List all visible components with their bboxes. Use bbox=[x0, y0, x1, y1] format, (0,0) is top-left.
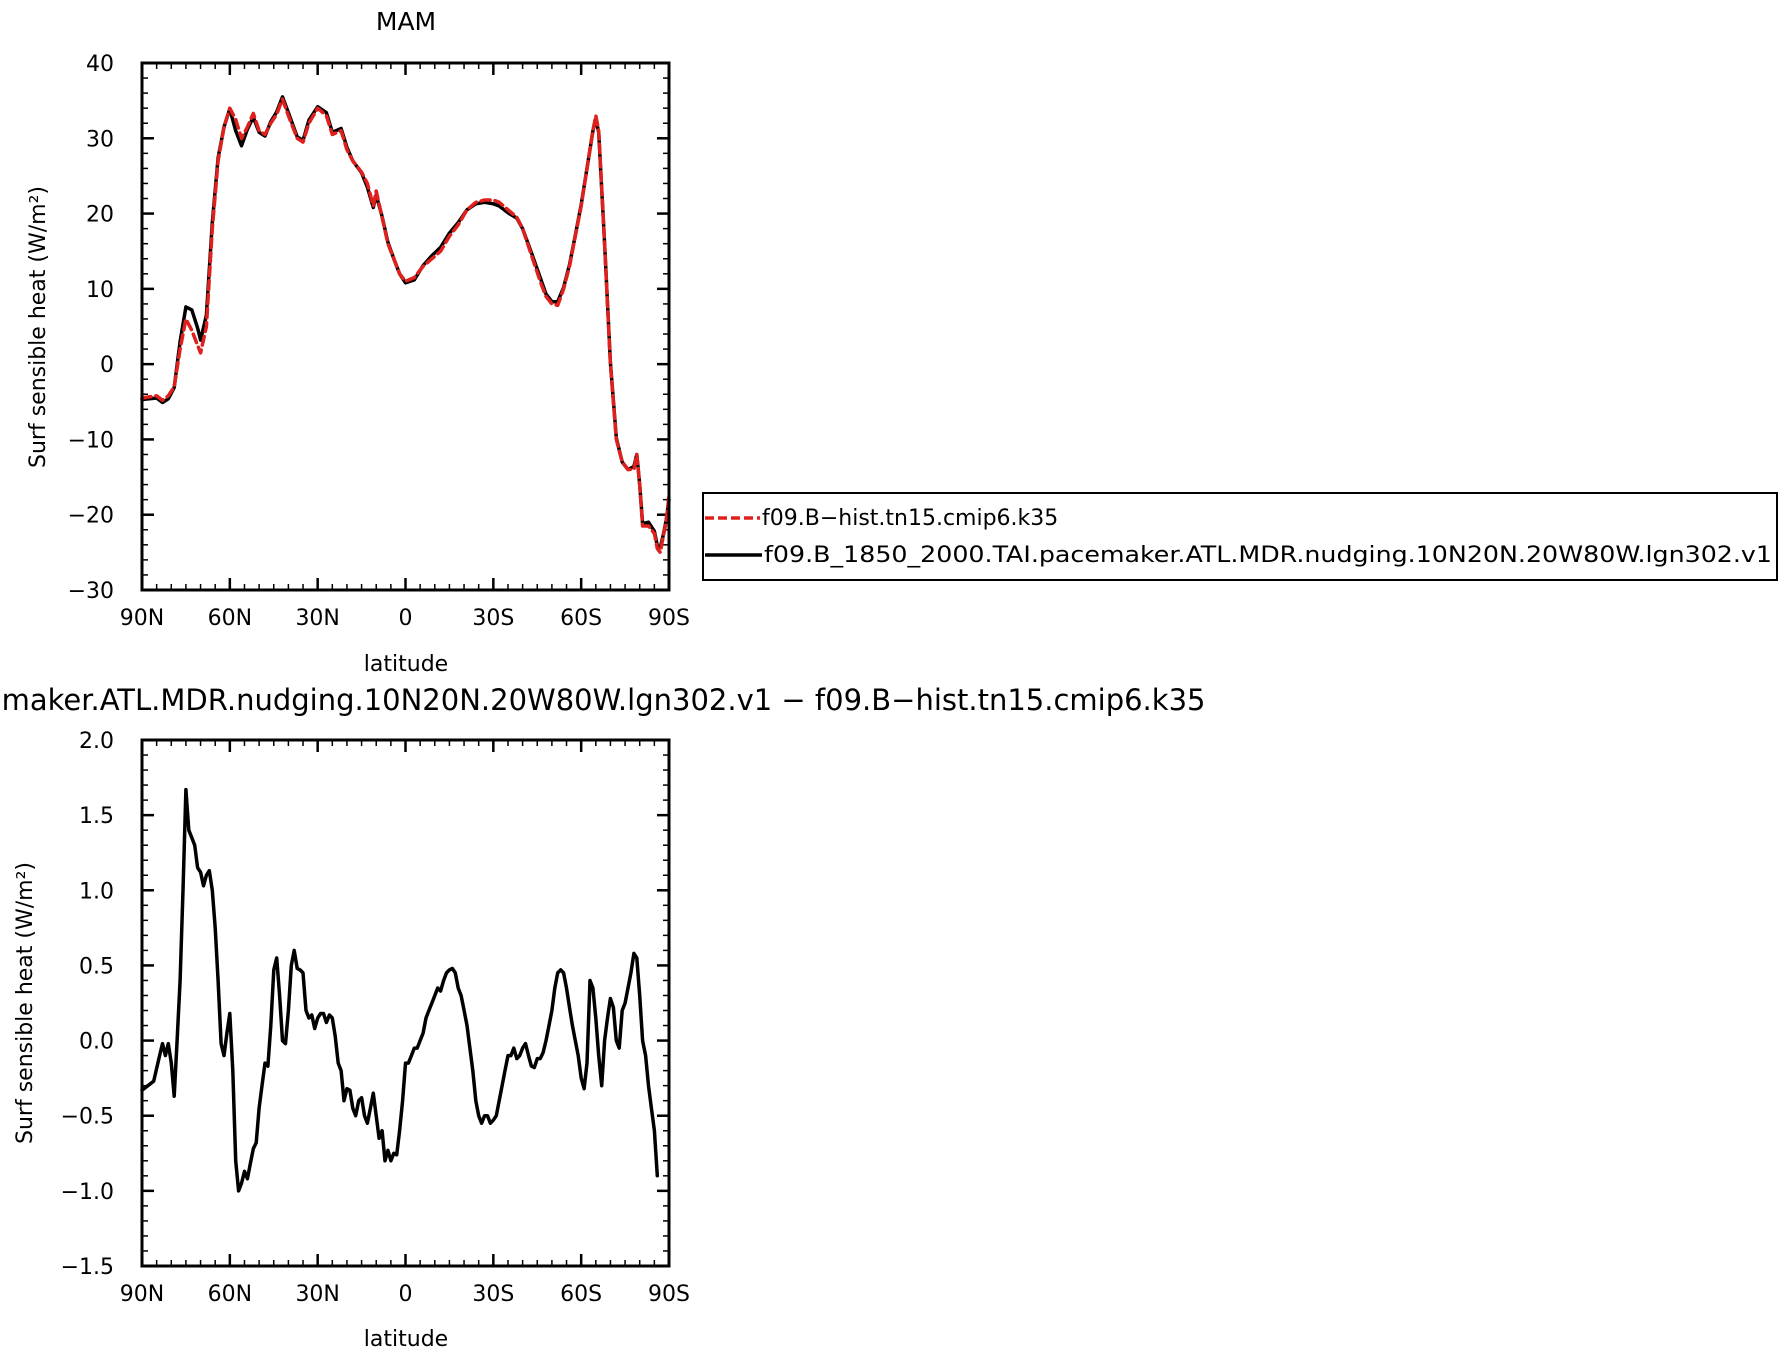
legend-box bbox=[702, 492, 1778, 581]
bottom-y-tick-label: 1.0 bbox=[79, 879, 114, 904]
legend-label-hist: f09.B−hist.tn15.cmip6.k35 bbox=[762, 506, 1058, 531]
top-y-tick-label: 10 bbox=[86, 278, 114, 303]
top-x-axis-label: latitude bbox=[364, 652, 448, 677]
bottom-series-line-0 bbox=[140, 787, 660, 1193]
top-y-tick-label: −30 bbox=[68, 579, 114, 604]
top-x-tick-label: 30N bbox=[295, 606, 339, 631]
top-x-tick-label: 60S bbox=[560, 606, 602, 631]
bottom-x-tick-label: 90N bbox=[120, 1282, 164, 1307]
top-y-tick-label: −10 bbox=[68, 428, 114, 453]
bottom-x-tick-label: 60S bbox=[560, 1282, 602, 1307]
top-chart-title: MAM bbox=[376, 7, 436, 36]
top-y-tick-label: 30 bbox=[86, 127, 114, 152]
bottom-y-axis-label: Surf sensible heat (W/m²) bbox=[13, 862, 38, 1144]
bottom-y-tick-label: 0.5 bbox=[79, 954, 114, 979]
bottom-x-tick-label: 30N bbox=[295, 1282, 339, 1307]
top-y-tick-label: 0 bbox=[100, 353, 114, 378]
top-x-tick-label: 90S bbox=[648, 606, 690, 631]
bottom-x-tick-label: 90S bbox=[648, 1282, 690, 1307]
top-y-tick-label: 20 bbox=[86, 203, 114, 228]
bottom-chart: f09.B_1850_2000.TAI.pacemaker.ATL.MDR.nu… bbox=[0, 683, 1205, 1352]
top-x-tick-label: 30S bbox=[472, 606, 514, 631]
top-series-line-0 bbox=[140, 97, 671, 555]
top-x-tick-label: 60N bbox=[208, 606, 252, 631]
top-series-line-1 bbox=[140, 95, 671, 550]
bottom-y-tick-label: 2.0 bbox=[79, 729, 114, 754]
bottom-x-axis-label: latitude bbox=[364, 1327, 448, 1352]
bottom-y-tick-label: −1.5 bbox=[61, 1255, 114, 1280]
bottom-y-tick-label: 1.5 bbox=[79, 804, 114, 829]
bottom-chart-title: f09.B_1850_2000.TAI.pacemaker.ATL.MDR.nu… bbox=[0, 683, 1205, 717]
bottom-x-tick-label: 0 bbox=[399, 1282, 413, 1307]
bottom-y-tick-label: −0.5 bbox=[61, 1105, 114, 1130]
top-x-tick-label: 90N bbox=[120, 606, 164, 631]
bottom-x-tick-label: 30S bbox=[472, 1282, 514, 1307]
bottom-plot-frame bbox=[140, 738, 671, 1268]
top-chart: MAM 90N 60N 30N 0 30S 60S 90S −30 −20 −10 0 10 20 30 4… bbox=[26, 7, 1778, 677]
bottom-x-tick-label: 60N bbox=[208, 1282, 252, 1307]
bottom-y-tick-label: −1.0 bbox=[61, 1180, 114, 1205]
legend-label-pacemaker: f09.B_1850_2000.TAI.pacemaker.ATL.MDR.nu… bbox=[764, 543, 1772, 568]
top-x-tick-label: 0 bbox=[399, 606, 413, 631]
top-y-tick-label: −20 bbox=[68, 504, 114, 529]
top-y-tick-label: 40 bbox=[86, 52, 114, 77]
legend: f09.B−hist.tn15.cmip6.k35 f09.B_1850_200… bbox=[702, 492, 1778, 581]
bottom-y-tick-label: 0.0 bbox=[79, 1030, 114, 1055]
top-y-axis-label: Surf sensible heat (W/m²) bbox=[26, 186, 51, 468]
top-plot-frame bbox=[140, 61, 671, 592]
